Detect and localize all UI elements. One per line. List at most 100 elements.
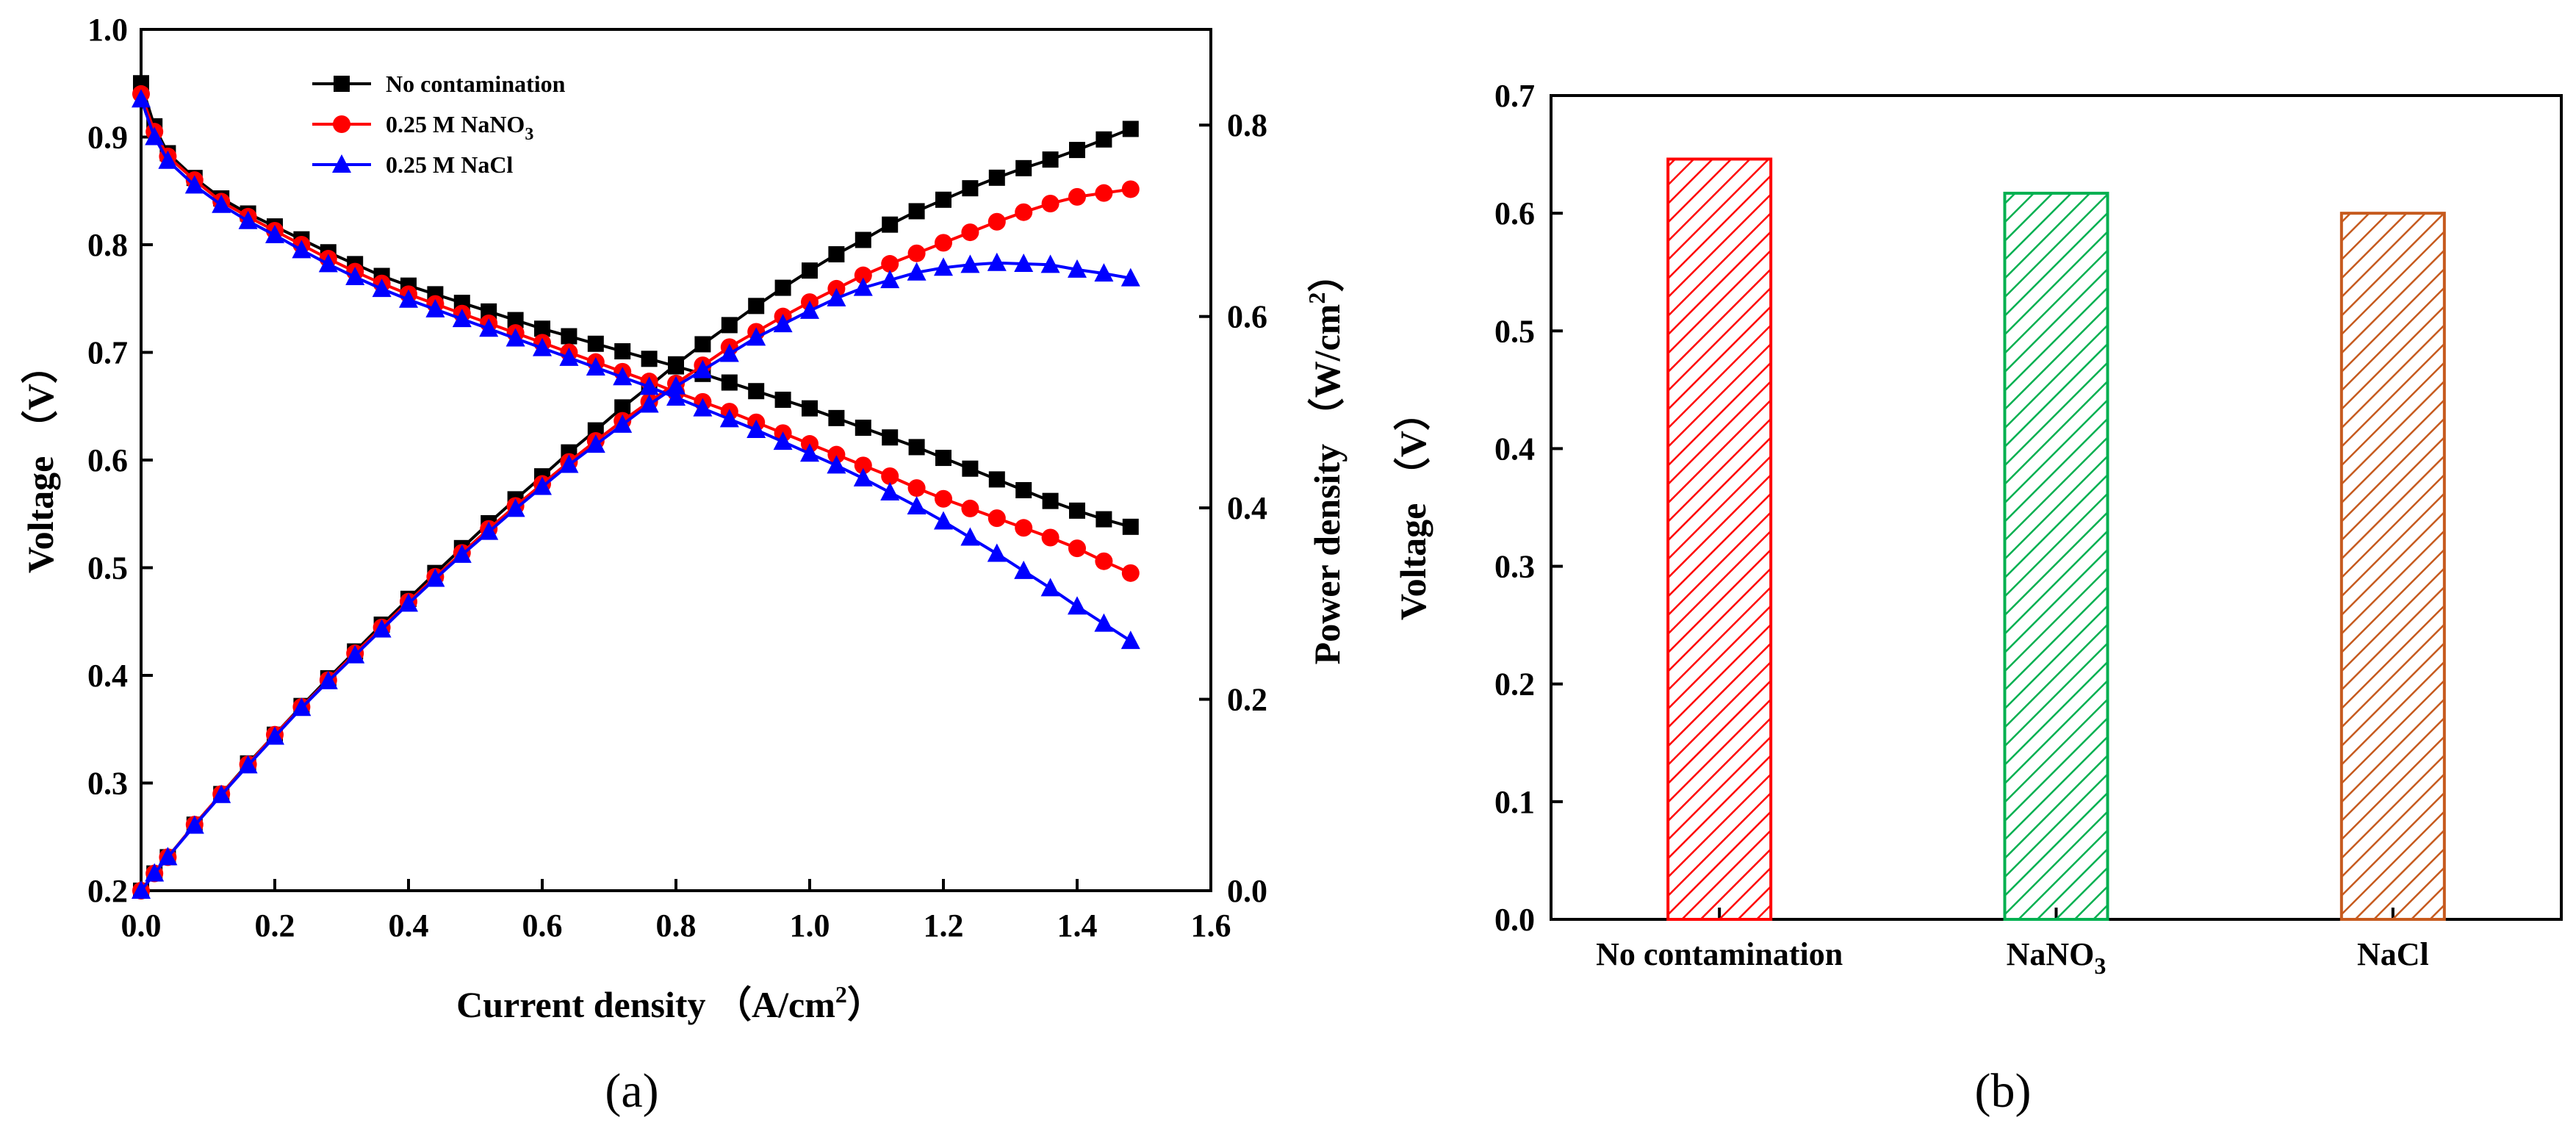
bar bbox=[2003, 191, 2109, 921]
power-point bbox=[987, 252, 1007, 271]
voltage-point bbox=[479, 318, 499, 337]
voltage-point bbox=[145, 126, 165, 146]
voltage-point bbox=[132, 89, 151, 108]
chart-b-y-tick-label: 0.5 bbox=[1494, 313, 1535, 349]
power-point bbox=[721, 317, 738, 334]
power-point bbox=[1095, 184, 1113, 202]
power-point bbox=[802, 262, 818, 279]
power-point bbox=[935, 191, 951, 208]
voltage-point bbox=[1068, 539, 1086, 558]
chart-b-category-label: No contamination bbox=[1596, 936, 1843, 972]
power-point bbox=[613, 414, 633, 433]
chart-b-y-tick-label: 0.2 bbox=[1494, 667, 1535, 703]
power-point bbox=[479, 521, 499, 540]
power-point bbox=[184, 815, 204, 834]
chart-b-y-tick-label: 0.4 bbox=[1494, 431, 1535, 467]
power-point bbox=[372, 619, 392, 638]
chart-a-series bbox=[132, 75, 1140, 900]
chart-a-x-tick-label: 0.2 bbox=[255, 908, 295, 944]
power-point bbox=[693, 359, 713, 378]
voltage-point bbox=[1095, 552, 1113, 570]
voltage-point bbox=[719, 409, 739, 428]
chart-a-y-right-tick-label: 0.2 bbox=[1227, 682, 1267, 718]
chart-a-y-right-tick-label: 0.6 bbox=[1227, 299, 1267, 335]
power-point bbox=[746, 327, 766, 346]
chart-a-y-left-tick-label: 0.9 bbox=[87, 120, 128, 156]
voltage-point bbox=[613, 367, 633, 386]
voltage-point bbox=[907, 495, 927, 514]
voltage-point bbox=[1120, 631, 1140, 650]
voltage-point bbox=[614, 343, 631, 360]
power-point bbox=[668, 356, 684, 373]
chart-a-x-tick-label: 1.0 bbox=[790, 908, 830, 944]
power-point bbox=[1122, 121, 1139, 137]
voltage-point bbox=[345, 266, 365, 285]
power-point bbox=[345, 645, 365, 664]
power-point bbox=[614, 399, 631, 416]
voltage-point bbox=[960, 527, 980, 546]
chart-b: 0.0 0.1 0.2 0.3 0.4 0.5 0.6 0.7 No contaminatio… bbox=[1392, 78, 2563, 1118]
chart-a-y-left-tick-label: 0.3 bbox=[87, 766, 128, 802]
voltage-point bbox=[641, 351, 658, 367]
chart-a-y-left-tick-label: 0.6 bbox=[87, 442, 128, 478]
voltage-point bbox=[372, 279, 392, 298]
power-point bbox=[1095, 131, 1112, 148]
power-point bbox=[1015, 159, 1032, 176]
voltage-point bbox=[212, 194, 231, 213]
power-point bbox=[212, 784, 231, 803]
series-1 bbox=[132, 85, 1140, 900]
voltage-point bbox=[1094, 613, 1114, 632]
power-point bbox=[132, 880, 151, 899]
voltage-point bbox=[425, 298, 445, 317]
panel-label-a: (a) bbox=[605, 1064, 658, 1118]
power-point bbox=[559, 454, 579, 473]
voltage-point bbox=[827, 455, 846, 474]
chart-b-category-label: NaNO3 bbox=[2007, 936, 2107, 979]
chart-b-y-axis-title: Voltage （V） bbox=[1392, 394, 1433, 620]
voltage-point bbox=[559, 347, 579, 366]
power-point bbox=[1040, 254, 1060, 273]
chart-a-y-axis-title-right: Power density （W/cm2） bbox=[1303, 256, 1348, 665]
chart-a-y-axis-title-left: Voltage （V） bbox=[20, 347, 61, 573]
voltage-point bbox=[881, 467, 899, 485]
power-point bbox=[855, 231, 871, 248]
voltage-point bbox=[935, 450, 951, 467]
legend-marker bbox=[334, 76, 350, 92]
voltage-curve bbox=[140, 93, 1132, 575]
power-point bbox=[639, 394, 659, 413]
power-point bbox=[880, 270, 900, 289]
voltage-point bbox=[935, 489, 952, 508]
voltage-point bbox=[666, 387, 686, 406]
series-2 bbox=[132, 89, 1140, 899]
voltage-point bbox=[639, 376, 659, 395]
voltage-point bbox=[534, 320, 550, 337]
chart-a-y-left-tick-label: 0.8 bbox=[87, 227, 128, 263]
power-point bbox=[425, 568, 445, 587]
legend-marker bbox=[333, 115, 350, 133]
legend-label: No contamination bbox=[386, 71, 566, 97]
power-point bbox=[1069, 142, 1085, 159]
voltage-point bbox=[882, 429, 899, 446]
voltage-point bbox=[855, 420, 871, 437]
power-point bbox=[1120, 268, 1140, 287]
voltage-point bbox=[987, 543, 1007, 562]
chart-a-y-left-tick-label: 1.0 bbox=[87, 12, 128, 48]
voltage-point bbox=[934, 511, 953, 530]
power-point bbox=[1042, 151, 1059, 168]
voltage-point bbox=[693, 398, 713, 417]
chart-a-y-left-tick-label: 0.7 bbox=[87, 335, 128, 371]
panel-label-b: (b) bbox=[1975, 1064, 2032, 1118]
chart-a-x-tick-label: 0.0 bbox=[121, 908, 162, 944]
voltage-point bbox=[853, 467, 873, 486]
power-point bbox=[318, 670, 338, 689]
voltage-curve bbox=[140, 98, 1132, 642]
power-point bbox=[694, 336, 711, 353]
chart-a-ticks: 0.0 0.2 0.4 0.6 0.8 1.0 1.2 1.4 1.60.20.30.40.50… bbox=[87, 12, 1267, 944]
power-point bbox=[1041, 195, 1059, 213]
bar bbox=[1666, 157, 1773, 921]
bar bbox=[2339, 212, 2446, 921]
power-point bbox=[1094, 263, 1114, 282]
power-point bbox=[1068, 187, 1086, 206]
power-point bbox=[907, 262, 927, 281]
power-point bbox=[828, 246, 845, 263]
